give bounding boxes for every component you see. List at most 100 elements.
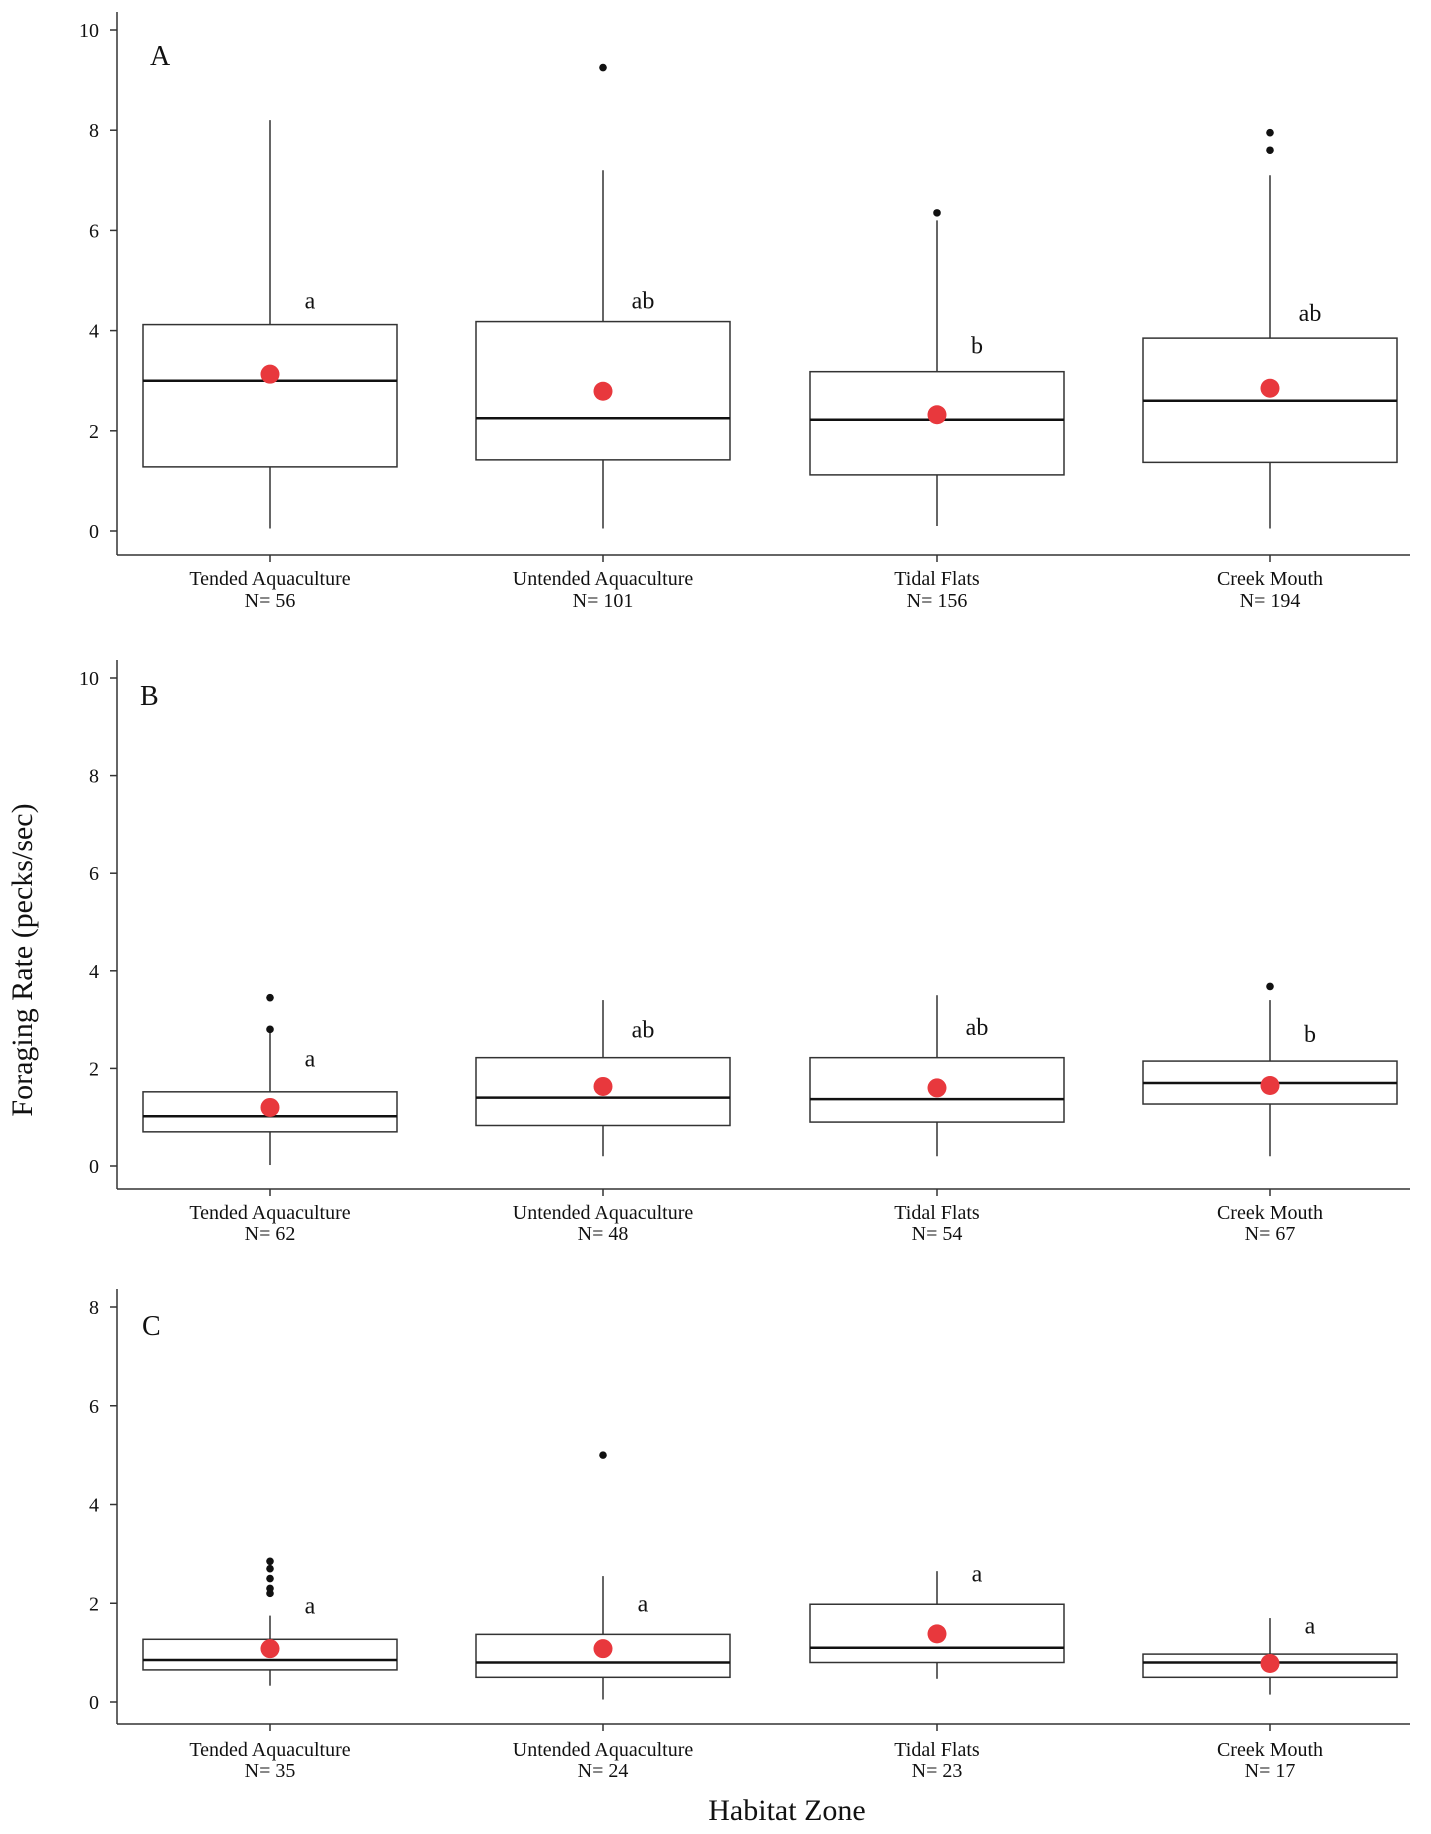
y-tick-label: 10 bbox=[79, 668, 99, 690]
outlier-point bbox=[266, 993, 274, 1002]
y-tick-label: 6 bbox=[89, 220, 99, 242]
significance-letter: a bbox=[305, 1047, 316, 1073]
category-label: Tended Aquaculture bbox=[189, 1739, 350, 1761]
category-label: Tended Aquaculture bbox=[189, 1202, 350, 1224]
mean-point bbox=[593, 381, 613, 401]
significance-letter: ab bbox=[1299, 301, 1322, 327]
category-label: Tidal Flats bbox=[894, 1202, 980, 1224]
y-tick-label: 6 bbox=[89, 1396, 99, 1418]
category-label: Untended Aquaculture bbox=[513, 1739, 694, 1761]
y-tick-label: 8 bbox=[89, 1297, 99, 1319]
sample-size-label: N= 48 bbox=[578, 1223, 629, 1245]
x-axis-title: Habitat Zone bbox=[708, 1794, 865, 1827]
y-tick-label: 2 bbox=[89, 1058, 99, 1080]
mean-point bbox=[593, 1076, 613, 1096]
panel-letter: B bbox=[140, 681, 159, 712]
mean-point bbox=[260, 1097, 280, 1117]
outlier-point bbox=[266, 1584, 274, 1593]
y-tick-label: 0 bbox=[89, 1692, 99, 1714]
category-label: Creek Mouth bbox=[1217, 1202, 1323, 1224]
y-tick-label: 2 bbox=[89, 1593, 99, 1615]
y-tick-label: 6 bbox=[89, 863, 99, 885]
mean-point bbox=[1260, 378, 1280, 398]
mean-point bbox=[1260, 1653, 1280, 1673]
iqr-box bbox=[475, 1056, 731, 1127]
significance-letter: ab bbox=[966, 1015, 989, 1041]
significance-letter: b bbox=[971, 334, 983, 360]
sample-size-label: N= 17 bbox=[1245, 1760, 1296, 1782]
sample-size-label: N= 101 bbox=[573, 590, 634, 612]
iqr-box bbox=[142, 323, 398, 468]
sample-size-label: N= 56 bbox=[245, 590, 296, 612]
category-label: Tidal Flats bbox=[894, 1739, 980, 1761]
outlier-point bbox=[266, 1564, 274, 1573]
category-label: Tended Aquaculture bbox=[189, 568, 350, 590]
y-tick-label: 10 bbox=[79, 20, 99, 42]
sample-size-label: N= 156 bbox=[907, 590, 968, 612]
mean-point bbox=[260, 364, 280, 384]
mean-point bbox=[1260, 1075, 1280, 1095]
mean-point bbox=[927, 1078, 947, 1098]
significance-letter: ab bbox=[632, 1017, 655, 1043]
outlier-point bbox=[933, 209, 941, 217]
outlier-point bbox=[266, 1574, 274, 1583]
significance-letter: a bbox=[305, 289, 316, 315]
y-tick-label: 2 bbox=[89, 421, 99, 443]
y-tick-label: 4 bbox=[89, 961, 99, 983]
significance-letter: ab bbox=[632, 289, 655, 315]
sample-size-label: N= 23 bbox=[912, 1760, 963, 1782]
y-tick-label: 8 bbox=[89, 766, 99, 788]
mean-point bbox=[927, 405, 947, 425]
category-label: Creek Mouth bbox=[1217, 568, 1323, 590]
panel-letter: C bbox=[142, 1311, 161, 1342]
category-label: Untended Aquaculture bbox=[513, 1202, 694, 1224]
mean-point bbox=[593, 1639, 613, 1659]
y-tick-label: 0 bbox=[89, 521, 99, 543]
sample-size-label: N= 194 bbox=[1240, 590, 1301, 612]
significance-letter: a bbox=[1305, 1613, 1316, 1639]
sample-size-label: N= 35 bbox=[245, 1760, 296, 1782]
outlier-point bbox=[1266, 128, 1274, 137]
mean-point bbox=[927, 1624, 947, 1644]
mean-point bbox=[260, 1639, 280, 1659]
sample-size-label: N= 62 bbox=[245, 1223, 296, 1245]
y-tick-label: 0 bbox=[89, 1156, 99, 1178]
outlier-point bbox=[266, 1557, 274, 1566]
y-tick-label: 8 bbox=[89, 120, 99, 142]
y-tick-label: 4 bbox=[89, 1495, 99, 1517]
significance-letter: b bbox=[1304, 1022, 1316, 1048]
significance-letter: a bbox=[305, 1594, 316, 1620]
category-label: Tidal Flats bbox=[894, 568, 980, 590]
sample-size-label: N= 24 bbox=[578, 1760, 629, 1782]
outlier-point bbox=[266, 1025, 274, 1034]
y-axis-title: Foraging Rate (pecks/sec) bbox=[6, 803, 39, 1116]
panel-letter: A bbox=[150, 41, 171, 72]
y-tick-label: 4 bbox=[89, 321, 99, 343]
outlier-point bbox=[599, 1451, 607, 1459]
significance-letter: a bbox=[638, 1591, 649, 1617]
category-label: Creek Mouth bbox=[1217, 1739, 1323, 1761]
outlier-point bbox=[1266, 146, 1274, 155]
sample-size-label: N= 54 bbox=[912, 1223, 963, 1245]
category-label: Untended Aquaculture bbox=[513, 568, 694, 590]
sample-size-label: N= 67 bbox=[1245, 1223, 1296, 1245]
outlier-point bbox=[599, 63, 607, 72]
significance-letter: a bbox=[972, 1562, 983, 1588]
